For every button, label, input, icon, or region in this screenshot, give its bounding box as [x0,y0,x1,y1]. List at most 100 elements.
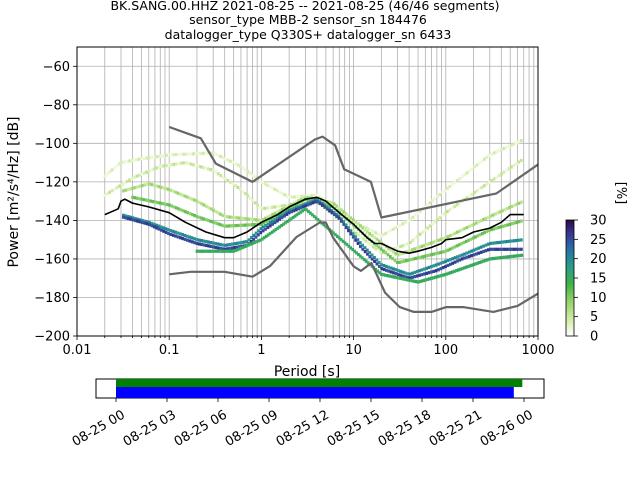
psd-cell [406,249,410,254]
psd-cell [498,210,502,214]
psd-cell [309,202,312,206]
psd-cell [266,225,270,230]
psd-cell [379,233,383,238]
psd-cell [278,204,282,208]
psd-cell [238,216,241,220]
psd-cell [436,218,439,222]
psd-cell [179,161,183,165]
psd-cell [157,227,161,231]
psd-cell [261,229,265,233]
psd-cell [472,253,476,257]
psd-cell [344,223,348,227]
psd-cell [494,226,498,230]
timeline-tick-label: 08-25 06 [172,408,230,450]
psd-cell [259,218,263,222]
psd-cell [299,206,303,210]
psd-cell [318,201,322,206]
psd-cell [359,235,363,239]
psd-cell [460,242,463,246]
psd-cell [137,173,141,177]
psd-cell [503,208,507,212]
psd-cell [416,256,420,260]
psd-cell [455,203,459,207]
psd-cell [276,226,280,230]
psd-cell [297,211,301,216]
psd-cell [234,162,237,166]
plot-frame [76,46,539,337]
psd-cell [344,225,348,230]
psd-cell [340,208,343,212]
psd-cell [145,220,149,224]
psd-cell [478,161,481,165]
psd-cell [165,163,168,168]
psd-cell [189,152,193,156]
psd-cell [131,186,135,190]
psd-cell [159,225,163,229]
psd-cell [462,266,466,270]
psd-cell [354,235,357,239]
psd-cell [472,262,476,267]
psd-cell [308,194,311,198]
psd-cell [455,179,459,183]
psd-cell [251,173,255,177]
psd-cell [389,248,393,252]
psd-cell [517,140,521,144]
psd-cell [500,147,503,152]
psd-cell [405,278,408,282]
psd-cell [242,216,246,221]
psd-cell [207,249,210,253]
psd-cell [129,187,132,191]
psd-cell [382,264,386,268]
psd-cell [252,237,256,241]
psd-cell [450,182,454,187]
psd-cell [226,158,230,162]
psd-cell [480,185,484,190]
psd-cell [426,277,430,281]
colorbar-label: [%] [613,182,628,205]
psd-cell [142,171,146,175]
psd-cell [505,239,509,244]
psd-cell [502,170,506,174]
psd-cell [369,228,373,232]
psd-cell [444,236,447,240]
psd-cell [145,170,149,174]
psd-cell [223,247,227,251]
psd-cell [140,157,144,161]
psd-cell [397,276,401,280]
psd-cell [249,236,253,240]
psd-cell [128,159,131,163]
psd-cell [474,262,478,266]
psd-cell [169,228,173,233]
psd-cell [363,228,367,232]
psd-cell [449,271,453,275]
psd-cell [451,270,454,274]
psd-cell [315,193,319,197]
psd-cell [186,211,190,215]
psd-cell [276,219,279,223]
psd-cell [226,178,230,183]
psd-cell [517,238,521,242]
psd-cell [465,196,469,200]
psd-cell [453,256,457,260]
psd-cell [162,226,166,230]
psd-cell [425,271,428,275]
psd-cell [214,170,218,174]
timeline-tick-label: 08-25 15 [325,408,383,450]
psd-cell [349,232,353,236]
psd-cell [301,209,305,213]
colorbar-gradient [565,219,575,337]
psd-cell [355,251,358,255]
psd-cell [376,269,380,273]
psd-cell [193,213,197,218]
psd-cell [349,218,353,222]
psd-cell [241,189,245,193]
psd-cell [216,222,220,226]
psd-cell [420,273,424,277]
psd-cell [183,194,187,198]
psd-cell [467,250,471,254]
psd-cell [423,228,427,232]
psd-cell [493,212,497,216]
psd-cell [491,241,495,245]
psd-cell [411,271,414,275]
psd-cell [391,275,395,279]
